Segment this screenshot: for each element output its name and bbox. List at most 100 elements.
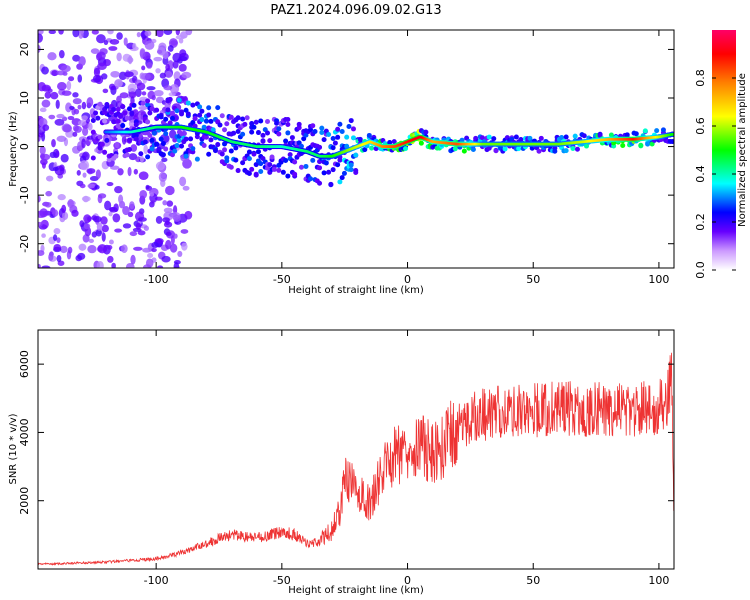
spectrogram-cell: [244, 115, 250, 121]
spectrogram-cell: [260, 132, 266, 138]
spectrogram-y-tick-label: -20: [18, 235, 31, 253]
spectrogram-cell: [109, 39, 120, 45]
spectrogram-cell: [170, 40, 178, 46]
spectrogram-cell: [39, 145, 46, 155]
spectrogram-cell: [93, 110, 99, 116]
spectrogram-cell: [210, 127, 216, 133]
spectrogram-cell: [97, 145, 103, 151]
spectrogram-cell: [67, 115, 75, 121]
spectrogram-cell: [130, 144, 138, 152]
spectrogram-cell: [62, 124, 73, 133]
spectrogram-cell: [330, 145, 336, 151]
spectrogram-cell: [111, 119, 117, 125]
spectrogram-cell: [164, 71, 173, 78]
spectrogram-cell: [144, 30, 152, 37]
spectrogram-cell: [145, 184, 150, 190]
spectrogram-cell: [350, 135, 356, 141]
spectrogram-cell: [56, 255, 62, 263]
spectrogram-cell: [215, 142, 221, 148]
spectrogram-cell: [129, 231, 138, 237]
spectrogram-cell: [95, 115, 101, 121]
spectrogram-cell: [132, 42, 137, 51]
spectrogram-cell: [219, 113, 225, 119]
spectrogram-cell: [102, 88, 109, 94]
spectrogram-cell: [206, 105, 212, 111]
spectrogram-cell: [163, 30, 173, 35]
spectrogram-cell: [319, 125, 325, 131]
spectrogram-cell: [194, 156, 200, 162]
spectrogram-cell: [328, 181, 334, 187]
spectrogram-cell: [289, 135, 295, 141]
spectrogram-cell: [90, 155, 96, 161]
spectrogram-cell: [357, 136, 363, 142]
spectrogram-cell: [81, 101, 87, 110]
spectrogram-cell: [362, 147, 368, 153]
spectrogram-cell: [332, 140, 338, 146]
spectrogram-cell: [330, 136, 336, 142]
spectrogram-cell: [206, 112, 212, 118]
snr-y-ticks: 2000 4000 6000: [18, 350, 674, 515]
spectrogram-cell: [452, 146, 458, 152]
spectrogram-cell: [172, 148, 178, 154]
spectrogram-cell: [285, 122, 291, 128]
spectrogram-cell: [72, 54, 81, 62]
spectrogram-cell: [77, 252, 86, 260]
spectrogram-cell: [108, 211, 113, 217]
spectrogram-cell: [53, 234, 58, 242]
spectrogram-cell: [163, 207, 173, 214]
spectrogram-cell: [71, 209, 79, 217]
spectrogram-cell: [265, 119, 271, 125]
spectrogram-cell: [121, 135, 127, 145]
spectrogram-cell: [103, 40, 109, 46]
spectrogram-cell: [292, 159, 298, 165]
spectrogram-y-tick-label: -10: [18, 186, 31, 204]
colorbar-tick-label: 0.8: [694, 69, 707, 87]
spectrogram-cell: [145, 98, 151, 104]
spectrogram-cell: [147, 110, 153, 116]
chart-title: PAZ1.2024.096.09.02.G13: [270, 3, 441, 18]
spectrogram-cell: [149, 192, 155, 197]
spectrogram-cell: [538, 135, 544, 141]
spectrogram-cell: [158, 114, 164, 120]
spectrogram-cell: [228, 148, 234, 154]
spectrogram-cell: [55, 99, 60, 109]
spectrogram-cell: [87, 122, 93, 131]
spectrogram-cell: [81, 196, 91, 202]
spectrogram-cell: [158, 42, 167, 52]
spectrogram-cell: [253, 119, 259, 125]
spectrogram-cell: [559, 134, 565, 140]
spectrogram-cell: [584, 143, 590, 149]
spectrogram-cell: [90, 48, 100, 55]
spectrogram-cell: [185, 100, 191, 106]
spectrogram-cell: [581, 133, 587, 139]
spectrogram-cell: [242, 121, 248, 127]
spectrogram-cell: [179, 143, 185, 149]
colorbar-tick-label: 0.4: [694, 165, 707, 183]
spectrogram-cell: [108, 239, 114, 245]
spectrogram-cell: [122, 223, 132, 229]
spectrogram-cell: [138, 151, 144, 157]
spectrogram-cell: [335, 126, 341, 132]
spectrogram-cell: [222, 147, 228, 153]
spectrogram-cell: [199, 117, 205, 123]
spectrogram-cell: [260, 138, 266, 144]
spectrogram-cell: [60, 64, 71, 73]
spectrogram-cell: [122, 206, 130, 216]
spectrogram-cell: [461, 148, 467, 154]
spectrogram-cell: [73, 125, 82, 133]
spectrogram-cell: [317, 144, 323, 150]
spectrogram-cell: [162, 200, 168, 206]
spectrogram-cell: [144, 40, 155, 50]
spectrogram-cell: [83, 214, 92, 224]
spectrogram-cell: [110, 70, 120, 78]
spectrogram-cell: [181, 242, 188, 251]
spectrogram-cell: [101, 224, 109, 233]
spectrogram-cell: [138, 105, 148, 111]
spectrogram-cell: [283, 138, 289, 144]
spectrogram-cell: [173, 233, 178, 239]
spectrogram-x-ticks: -100 -50 0 50 100: [144, 30, 669, 286]
spectrogram-cell: [149, 106, 155, 112]
spectrogram-cell: [133, 168, 138, 175]
spectrogram-cell: [572, 133, 578, 139]
